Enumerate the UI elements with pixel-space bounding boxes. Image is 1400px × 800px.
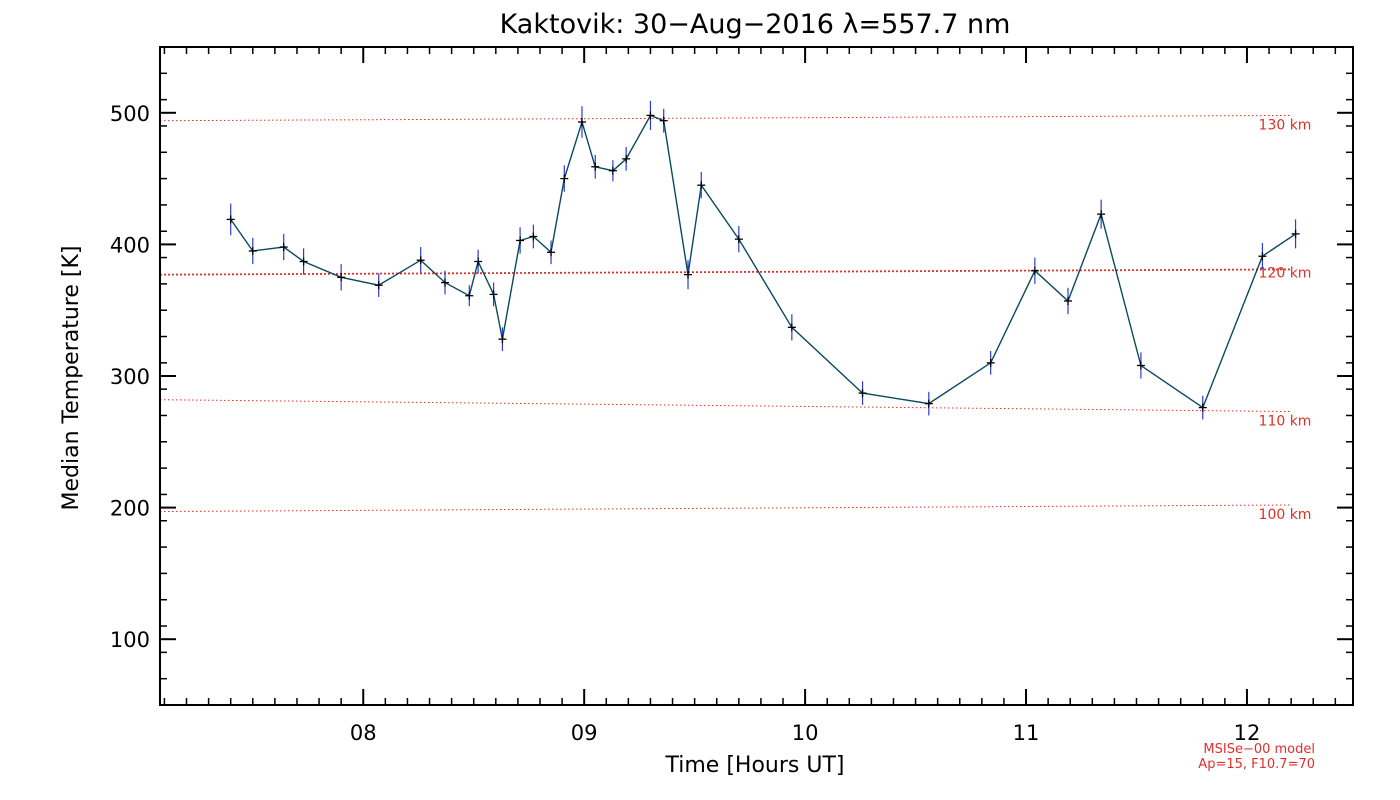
model-line-label-1: 120 km bbox=[1259, 265, 1312, 281]
data-point bbox=[1097, 210, 1106, 219]
data-point bbox=[474, 257, 483, 266]
model-line-label-2: 110 km bbox=[1259, 414, 1312, 430]
data-point bbox=[608, 166, 617, 175]
y-axis-label: Median Temperature [K] bbox=[59, 246, 84, 511]
data-point bbox=[279, 243, 288, 252]
data-point bbox=[374, 281, 383, 290]
model-line-3 bbox=[159, 504, 1291, 513]
x-tick-label-4: 12 bbox=[1234, 721, 1261, 745]
data-point bbox=[659, 116, 668, 125]
y-tick-label-0: 100 bbox=[110, 628, 150, 652]
data-point bbox=[622, 154, 631, 163]
x-tick-label-3: 11 bbox=[1013, 721, 1040, 745]
model-annotation-line2: Ap=15, F10.7=70 bbox=[1198, 757, 1315, 772]
data-point bbox=[1291, 229, 1300, 238]
plot-area: 130 km 120 km 110 km 100 km 08 09 10 11 12 100 200… bbox=[110, 46, 1354, 745]
data-point bbox=[465, 291, 474, 300]
data-point bbox=[547, 248, 556, 257]
data-point bbox=[591, 162, 600, 171]
model-line-1 bbox=[159, 268, 1291, 276]
data-point bbox=[734, 235, 743, 244]
data-point bbox=[646, 111, 655, 120]
y-tick-label-4: 500 bbox=[110, 102, 150, 126]
data-point bbox=[577, 118, 586, 127]
data-point bbox=[697, 181, 706, 190]
data-point bbox=[337, 273, 346, 282]
data-point bbox=[489, 290, 498, 299]
data-point bbox=[1136, 361, 1145, 370]
data-point bbox=[226, 215, 235, 224]
x-tick-label-2: 10 bbox=[792, 721, 819, 745]
data-point bbox=[1198, 403, 1207, 412]
data-point bbox=[858, 389, 867, 398]
data-point bbox=[516, 236, 525, 245]
plot-frame bbox=[159, 46, 1354, 706]
y-tick-label-2: 300 bbox=[110, 365, 150, 389]
y-tick-label-1: 200 bbox=[110, 497, 150, 521]
data-point bbox=[986, 358, 995, 367]
data-point bbox=[248, 246, 257, 255]
model-line-0 bbox=[159, 114, 1291, 122]
model-line-label-0: 130 km bbox=[1259, 117, 1312, 133]
model-annotation-line1: MSISe−00 model bbox=[1203, 742, 1315, 757]
y-tick-label-3: 400 bbox=[110, 233, 150, 257]
data-point bbox=[1064, 296, 1073, 305]
data-point bbox=[684, 270, 693, 279]
chart-title: Kaktovik: 30−Aug−2016 λ=557.7 nm bbox=[500, 9, 1011, 40]
data-point bbox=[498, 335, 507, 344]
data-point bbox=[416, 256, 425, 265]
data-point bbox=[1030, 266, 1039, 275]
model-line-2 bbox=[159, 399, 1291, 413]
data-point bbox=[787, 323, 796, 332]
model-line-label-3: 100 km bbox=[1259, 507, 1312, 523]
data-point bbox=[1258, 252, 1267, 261]
x-tick-label-1: 09 bbox=[571, 721, 598, 745]
data-point bbox=[440, 278, 449, 287]
data-point bbox=[560, 174, 569, 183]
data-point bbox=[924, 399, 933, 408]
series-line-0 bbox=[230, 114, 1296, 409]
data-point bbox=[529, 232, 538, 241]
x-tick-label-0: 08 bbox=[350, 721, 377, 745]
data-point bbox=[299, 257, 308, 266]
x-axis-label: Time [Hours UT] bbox=[665, 753, 845, 778]
